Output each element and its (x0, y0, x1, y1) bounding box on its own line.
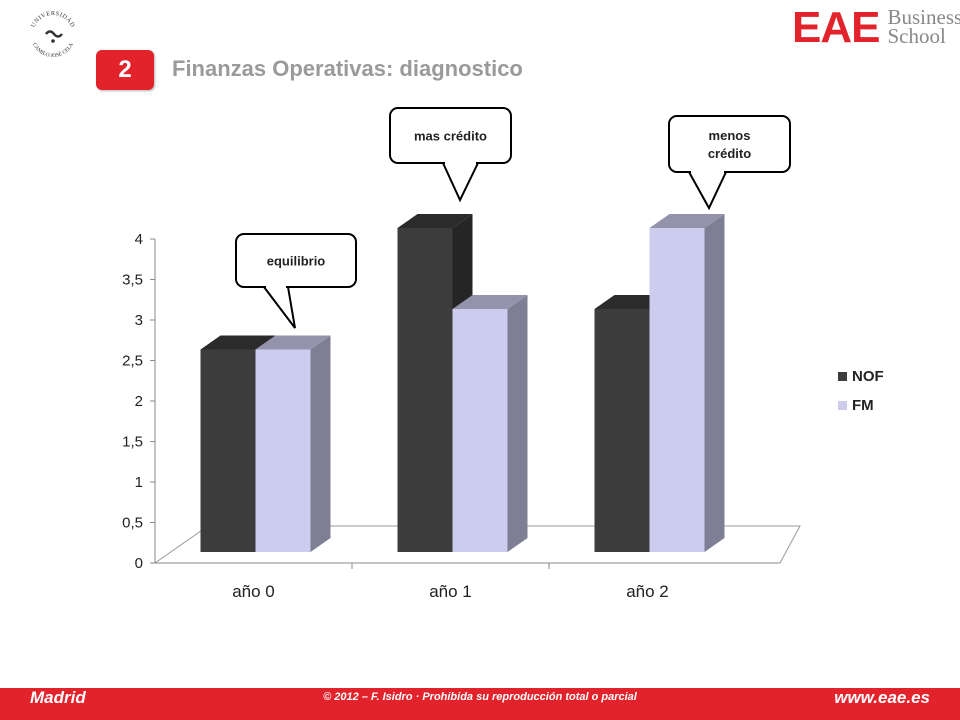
bar-top (200, 335, 276, 350)
bar-front (594, 309, 650, 552)
x-tick-label: año 0 (232, 582, 275, 601)
legend-label-fm: FM (852, 397, 874, 414)
x-tick-label: año 1 (429, 582, 472, 601)
callout-pointer (261, 286, 296, 329)
legend-label-nof: NOF (852, 368, 884, 385)
university-seal-logo: UNIVERSIDAD CAMILO JOSÉ CELA (30, 10, 76, 59)
bar-side (704, 214, 725, 552)
bar-front (397, 228, 453, 552)
y-tick-label: 2,5 (122, 353, 143, 370)
bar-fm-2 (649, 214, 725, 552)
eae-business-school-logo: EAE Business School (792, 6, 960, 50)
legend-swatch-fm (838, 401, 847, 410)
y-tick-label: 2 (135, 393, 143, 410)
bar-top (397, 214, 473, 228)
callout-text: crédito (708, 146, 751, 161)
legend-swatch-nof (838, 372, 847, 381)
callout-0: equilibrio (235, 233, 357, 329)
y-tick-label: 1,5 (122, 434, 143, 451)
callout-2: menos crédito (668, 115, 791, 211)
bar-fm-1 (452, 295, 528, 552)
bar-front (200, 349, 256, 552)
eae-logo-main: EAE (792, 3, 880, 52)
callout-text: menos (709, 128, 751, 143)
callout-pointer (687, 171, 728, 211)
bar-top (649, 214, 725, 228)
y-tick-label: 0,5 (122, 515, 143, 532)
bar-fm-0 (255, 335, 331, 552)
bar-front (452, 309, 508, 552)
slide-number-badge: 2 (96, 50, 154, 90)
footer-bar: Madrid © 2012 – F. Isidro · Prohibida su… (0, 688, 960, 720)
bar-side (310, 335, 331, 552)
y-tick-label: 1 (135, 474, 143, 491)
y-tick-label: 0 (135, 555, 143, 572)
y-tick-label: 4 (135, 231, 143, 248)
x-tick-label: año 2 (626, 582, 669, 601)
bar-side (507, 295, 528, 552)
slide-title: Finanzas Operativas: diagnostico (172, 56, 523, 81)
footer-copyright: © 2012 – F. Isidro · Prohibida su reprod… (323, 691, 637, 703)
eae-logo-line1: Business (887, 5, 960, 29)
bar-top (255, 335, 331, 350)
footer-location: Madrid (30, 688, 86, 707)
callout-text: mas crédito (414, 129, 487, 144)
y-tick-label: 3,5 (122, 272, 143, 289)
footer-website: www.eae.es (834, 688, 930, 707)
callout-text: equilibrio (267, 254, 326, 269)
y-tick-label: 3 (135, 312, 143, 329)
bar-front (255, 349, 311, 552)
bar-front (649, 228, 705, 552)
callout-box (668, 115, 791, 173)
callout-pointer (441, 162, 480, 203)
callout-box (235, 233, 357, 288)
bar-top (452, 295, 528, 309)
eae-logo-line2: School (887, 24, 946, 48)
callout-1: mas crédito (389, 107, 512, 203)
